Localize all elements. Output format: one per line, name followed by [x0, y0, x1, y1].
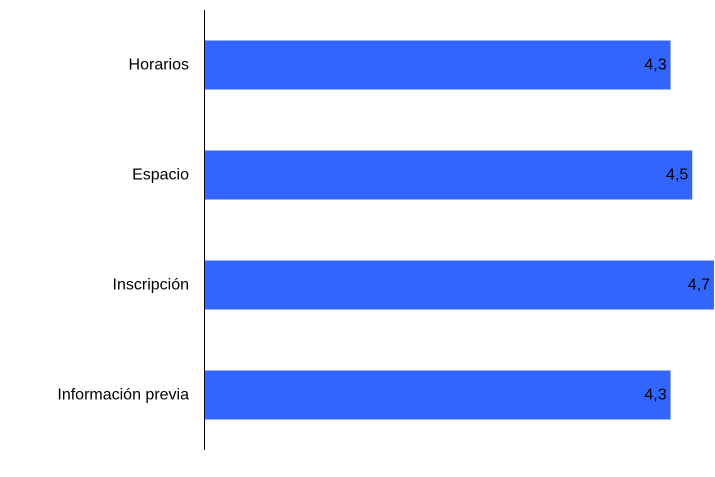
bar-0 — [205, 40, 671, 90]
bar-2 — [205, 260, 714, 310]
category-label-1: Espacio — [132, 167, 189, 184]
bars-group — [205, 40, 714, 420]
bar-3 — [205, 370, 671, 420]
value-label-3: 4,3 — [644, 387, 666, 404]
category-label-0: Horarios — [129, 57, 189, 74]
labels-group: Horarios 4,3 Espacio 4,5 Inscripción 4,7 Infor… — [57, 57, 710, 404]
category-label-2: Inscripción — [113, 277, 189, 294]
category-label-3: Información previa — [57, 387, 189, 404]
value-label-2: 4,7 — [688, 277, 710, 294]
value-label-1: 4,5 — [666, 167, 688, 184]
bar-1 — [205, 150, 693, 200]
value-label-0: 4,3 — [644, 57, 666, 74]
